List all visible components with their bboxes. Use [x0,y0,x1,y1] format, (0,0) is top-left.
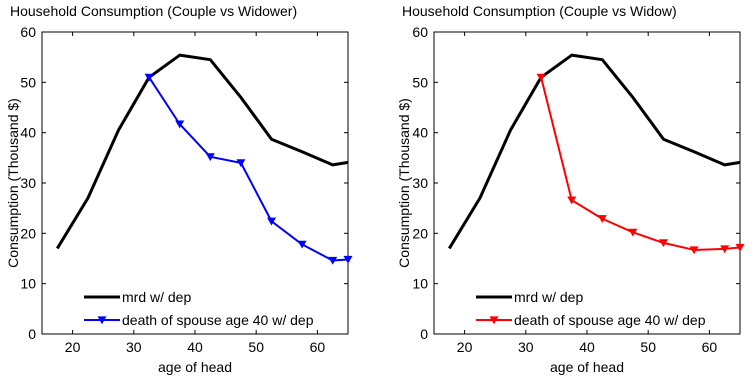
y-tick-label: 50 [20,74,36,90]
series-line-2 [148,76,349,262]
data-point [567,196,577,205]
x-tick-label: 20 [65,339,81,355]
chart-title: Household Consumption (Couple vs Widower… [10,3,297,19]
x-tick-label: 20 [457,339,473,355]
data-point [328,256,338,265]
legend-label-2: death of spouse age 40 w/ dep [514,312,706,328]
y-axis-label: Consumption (Thousand $) [5,98,21,268]
y-tick-label: 50 [412,74,428,90]
series-line-1 [56,53,349,250]
y-tick-label: 60 [20,24,36,40]
y-tick-label: 60 [412,24,428,40]
legend-label-1: mrd w/ dep [122,289,191,305]
plot-frame [41,31,349,335]
y-tick-label: 30 [20,175,36,191]
y-tick-label: 0 [28,326,36,342]
data-point [297,240,307,249]
series-line-1 [448,53,741,250]
y-axis-label: Consumption (Thousand $) [396,98,412,268]
data-point [689,246,699,255]
x-tick-label: 50 [248,339,264,355]
x-tick-label: 40 [579,339,595,355]
data-point [735,243,745,252]
y-tick-label: 40 [20,125,36,141]
legend-label-2: death of spouse age 40 w/ dep [122,312,314,328]
data-point [659,239,668,248]
chart-panel-1: Household Consumption (Couple vs Widower… [5,3,353,375]
y-tick-label: 30 [412,175,428,191]
legend-marker [97,316,107,325]
x-tick-label: 30 [518,339,534,355]
y-tick-label: 20 [412,225,428,241]
data-point [536,73,546,82]
legend-marker [489,316,499,325]
x-axis-label: age of head [158,359,232,375]
data-point [236,159,246,168]
data-point [628,228,638,237]
x-tick-label: 50 [640,339,656,355]
data-point [720,245,730,254]
x-tick-label: 40 [187,339,203,355]
data-point [267,217,276,226]
data-point [205,153,215,162]
y-tick-label: 10 [412,276,428,292]
chart-panel-2: Household Consumption (Couple vs Widow) 2… [396,3,745,375]
data-point [343,255,353,264]
y-tick-label: 40 [412,125,428,141]
data-point [144,73,154,82]
data-point [175,120,185,129]
series-line-2 [540,77,741,251]
legend-label-1: mrd w/ dep [514,289,583,305]
y-tick-label: 20 [20,225,36,241]
x-axis-label: age of head [550,359,624,375]
y-tick-label: 10 [20,276,36,292]
y-tick-label: 0 [420,326,428,342]
chart-title: Household Consumption (Couple vs Widow) [402,3,677,19]
data-point [597,215,607,224]
plot-frame [433,31,741,335]
x-tick-label: 60 [310,339,326,355]
x-tick-label: 60 [702,339,718,355]
x-tick-label: 30 [126,339,142,355]
